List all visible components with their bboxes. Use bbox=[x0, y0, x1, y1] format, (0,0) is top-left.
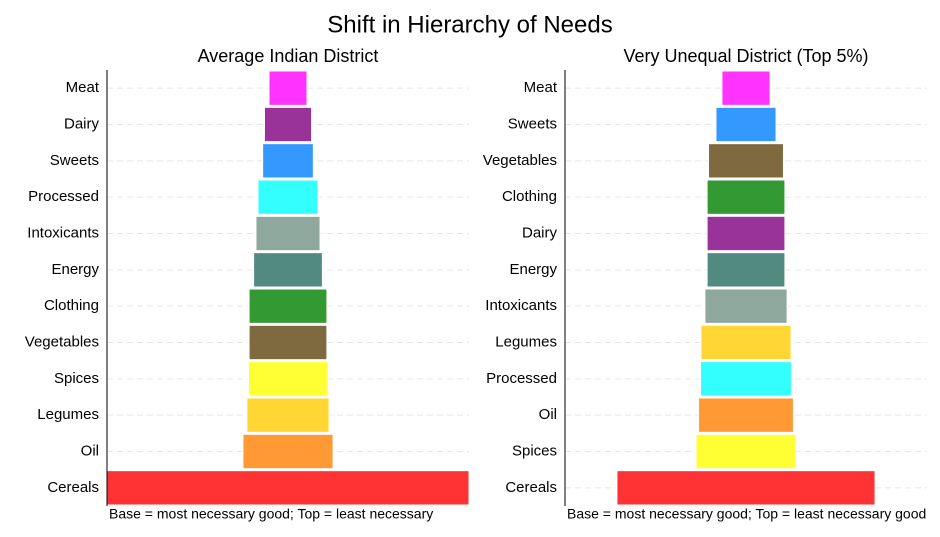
category-label: Energy bbox=[51, 261, 99, 278]
bar bbox=[246, 397, 330, 433]
category-label: Energy bbox=[509, 261, 557, 278]
bar bbox=[706, 215, 786, 252]
bar bbox=[721, 70, 771, 106]
category-label: Legumes bbox=[495, 333, 557, 350]
bar bbox=[257, 179, 319, 215]
bar bbox=[262, 143, 314, 179]
category-label: Spices bbox=[54, 370, 99, 387]
bar bbox=[700, 361, 792, 397]
category-label: Cereals bbox=[505, 479, 557, 496]
category-label: Dairy bbox=[64, 115, 100, 132]
bar bbox=[698, 397, 794, 433]
bar bbox=[708, 143, 784, 179]
category-label: Spices bbox=[512, 442, 557, 459]
category-label: Sweets bbox=[50, 152, 99, 169]
bar bbox=[263, 106, 313, 143]
bar bbox=[616, 470, 876, 506]
category-label: Oil bbox=[81, 442, 99, 459]
category-label: Clothing bbox=[502, 188, 557, 205]
category-label: Sweets bbox=[508, 115, 557, 132]
category-label: Vegetables bbox=[25, 333, 99, 350]
category-label: Processed bbox=[486, 370, 557, 387]
category-label: Oil bbox=[539, 406, 557, 423]
category-label: Meat bbox=[524, 79, 558, 96]
bar bbox=[268, 70, 308, 106]
panel-title: Very Unequal District (Top 5%) bbox=[623, 46, 868, 66]
category-label: Legumes bbox=[37, 406, 99, 423]
x-axis-label: Base = most necessary good; Top = least … bbox=[109, 506, 433, 522]
bar bbox=[706, 252, 786, 288]
bar bbox=[255, 215, 321, 252]
bar bbox=[248, 288, 328, 324]
bar bbox=[253, 252, 323, 288]
bar bbox=[106, 470, 470, 506]
bar bbox=[242, 433, 334, 470]
panel-title: Average Indian District bbox=[198, 46, 379, 66]
category-label: Intoxicants bbox=[27, 224, 99, 241]
x-axis-label: Base = most necessary good; Top = least … bbox=[567, 506, 926, 522]
bar bbox=[700, 324, 792, 361]
category-label: Cereals bbox=[47, 479, 99, 496]
category-label: Vegetables bbox=[483, 152, 557, 169]
category-label: Intoxicants bbox=[485, 297, 557, 314]
bar bbox=[715, 106, 777, 143]
bar bbox=[704, 288, 788, 324]
figure-title: Shift in Hierarchy of Needs bbox=[327, 11, 612, 38]
category-label: Dairy bbox=[522, 224, 558, 241]
category-label: Clothing bbox=[44, 297, 99, 314]
category-label: Meat bbox=[66, 79, 100, 96]
bar bbox=[706, 179, 786, 215]
bar bbox=[248, 324, 328, 361]
bar bbox=[248, 361, 328, 397]
category-label: Processed bbox=[28, 188, 99, 205]
bar bbox=[695, 433, 797, 470]
